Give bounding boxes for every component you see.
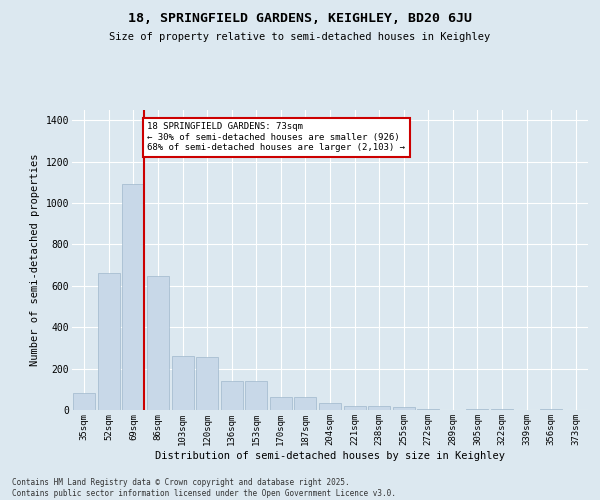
- Bar: [368, 406, 390, 410]
- Bar: [196, 357, 218, 410]
- Bar: [466, 409, 488, 410]
- Text: Size of property relative to semi-detached houses in Keighley: Size of property relative to semi-detach…: [109, 32, 491, 42]
- X-axis label: Distribution of semi-detached houses by size in Keighley: Distribution of semi-detached houses by …: [155, 450, 505, 460]
- Bar: [221, 381, 243, 410]
- Bar: [344, 406, 365, 410]
- Bar: [540, 409, 562, 410]
- Bar: [417, 409, 439, 410]
- Bar: [172, 356, 194, 410]
- Text: 18, SPRINGFIELD GARDENS, KEIGHLEY, BD20 6JU: 18, SPRINGFIELD GARDENS, KEIGHLEY, BD20 …: [128, 12, 472, 26]
- Bar: [147, 276, 169, 410]
- Bar: [319, 403, 341, 410]
- Y-axis label: Number of semi-detached properties: Number of semi-detached properties: [30, 154, 40, 366]
- Bar: [392, 408, 415, 410]
- Bar: [73, 394, 95, 410]
- Text: 18 SPRINGFIELD GARDENS: 73sqm
← 30% of semi-detached houses are smaller (926)
68: 18 SPRINGFIELD GARDENS: 73sqm ← 30% of s…: [148, 122, 406, 152]
- Text: Contains HM Land Registry data © Crown copyright and database right 2025.
Contai: Contains HM Land Registry data © Crown c…: [12, 478, 396, 498]
- Bar: [270, 396, 292, 410]
- Bar: [491, 409, 513, 410]
- Bar: [122, 184, 145, 410]
- Bar: [98, 274, 120, 410]
- Bar: [245, 381, 268, 410]
- Bar: [295, 396, 316, 410]
